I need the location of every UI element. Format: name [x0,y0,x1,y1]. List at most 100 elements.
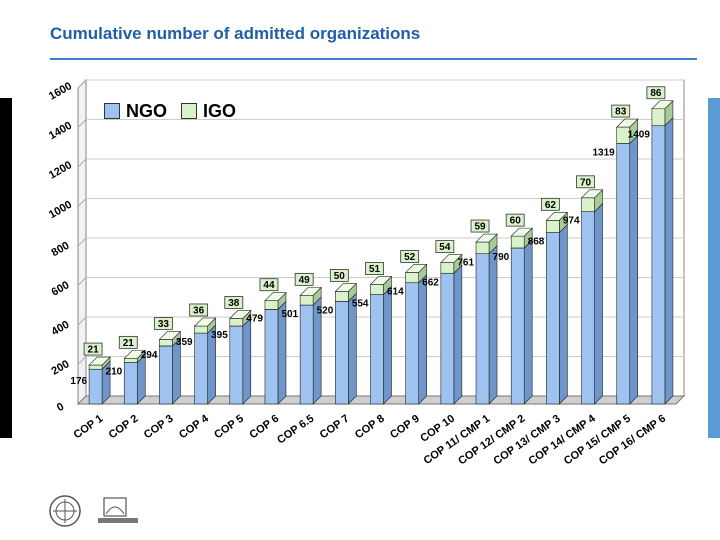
ngo-bar [229,325,244,405]
igo-bar-top [193,317,217,327]
y-tick-label: 1000 [47,199,74,222]
ngo-bar-side [559,223,568,405]
x-category-label: COP 2 [107,413,141,442]
igo-data-label: 21 [88,345,100,356]
x-category-label: COP 1 [72,413,106,442]
igo-data-label: 33 [158,319,170,330]
igo-data-label: 21 [123,338,135,349]
ngo-bar [475,253,490,405]
igo-bar-top [440,254,463,263]
igo-bar [475,241,490,255]
igo-data-label-box [505,213,525,227]
igo-bar [159,339,173,347]
igo-bar [370,284,384,295]
igo-bar [405,272,419,284]
y-tick-label: 1400 [47,120,74,143]
igo-bar [440,262,455,274]
ngo-bar [581,211,595,405]
igo-data-label-box [611,104,631,118]
igo-bar [546,220,560,233]
ngo-data-label: 176 [70,376,87,387]
igo-data-label: 52 [404,252,416,263]
x-category-label: COP 5 [212,413,246,442]
ngo-bar-side [664,116,674,405]
chart-title: Cumulative number of admitted organizati… [50,24,421,43]
igo-data-label: 36 [193,305,205,316]
legend-item-igo: IGO [181,101,236,122]
ngo-data-label: 479 [246,313,263,324]
gridline-side [77,119,87,128]
igo-bar [651,108,666,127]
igo-data-label-box [329,269,349,282]
ngo-bar [440,272,455,405]
ngo-data-label: 974 [563,216,580,227]
igo-data-label: 60 [510,216,522,227]
igo-bar [335,291,349,302]
igo-data-label-box [154,317,173,330]
igo-bar-top [334,283,358,292]
igo-data-label-box [435,240,455,253]
ngo-bar-side [348,292,357,405]
ngo-data-label: 868 [528,237,545,248]
ngo-bar-side [418,274,427,405]
ngo-bar [510,247,525,405]
igo-bar [123,358,138,363]
ngo-bar-side [629,134,639,405]
ngo-data-label: 614 [387,287,404,298]
igo-data-label: 83 [615,107,627,118]
igo-bar [299,295,314,306]
ngo-bar [616,143,631,405]
legend-label-ngo: NGO [126,100,168,121]
ngo-bar-side [242,317,252,405]
ngo-bar [370,294,384,405]
igo-bar-top [369,276,393,285]
un-emblem-icon [49,495,81,527]
ngo-data-label: 359 [176,337,193,348]
igo-data-label-box [294,272,314,286]
chart-legend: NGO IGO [100,94,264,128]
y-tick-label: 0 [55,401,66,414]
ngo-data-label: 1409 [628,130,651,141]
igo-data-label: 49 [299,275,311,286]
igo-data-label-box [83,342,103,356]
ngo-bar [159,345,173,405]
y-tick-label: 400 [50,319,72,339]
igo-bar-top [616,118,639,128]
ngo-bar-side [523,239,533,405]
ngo-bar [546,232,560,405]
igo-data-label: 54 [439,242,451,253]
left-edge-bar [0,98,12,438]
ngo-data-label: 1319 [592,147,615,158]
igo-bar-top [229,310,252,319]
y-tick-label: 200 [50,358,72,378]
gridline-side [77,277,87,286]
gridline-side [77,158,87,168]
igo-bar-top [651,100,674,110]
y-tick-label: 800 [50,240,72,260]
igo-data-label: 62 [545,200,557,211]
gridline-side [77,198,87,207]
igo-bar [229,318,244,327]
ngo-bar [405,282,419,405]
legend-item-ngo: NGO [104,101,167,122]
igo-bar-top [123,350,146,359]
igo-bar-top [475,233,498,243]
y-tick-label: 600 [50,279,72,299]
ngo-data-label: 501 [281,309,298,320]
gridline-side [77,356,87,365]
igo-bar-top [545,212,569,221]
igo-bar-top [88,356,111,366]
igo-bar [88,364,103,370]
gridline-side [77,316,87,326]
igo-bar-top [299,287,322,296]
igo-data-label-box [400,250,420,263]
ngo-data-label: 210 [106,367,123,378]
ngo-bar-side [383,285,392,405]
igo-data-label: 38 [228,298,240,309]
ngo-bar [264,309,279,405]
legend-label-igo: IGO [203,100,237,121]
igo-data-label: 59 [474,222,486,233]
igo-bar-top [404,264,428,273]
ngo-data-label: 520 [317,305,334,316]
